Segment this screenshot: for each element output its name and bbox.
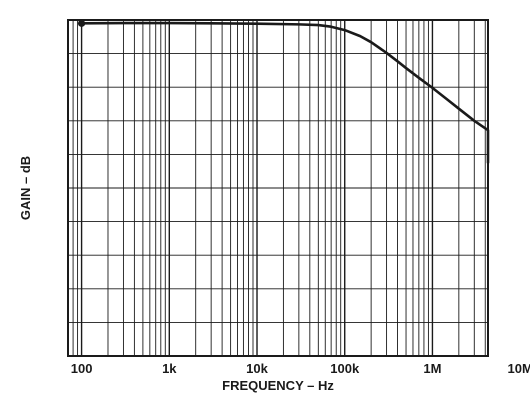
x-tick-label: 1M xyxy=(423,361,441,376)
marker-layer xyxy=(77,19,86,27)
x-tick-label: 100k xyxy=(330,361,360,376)
grid xyxy=(67,20,488,356)
x-tick-label: 10k xyxy=(246,361,268,376)
x-tick-labels: 100 1k 10k 100k 1M 10M xyxy=(71,361,530,376)
plot-frame xyxy=(67,19,489,357)
y-axis-title: GAIN – dB xyxy=(18,156,33,220)
x-tick-label: 100 xyxy=(71,361,93,376)
x-axis-title: FREQUENCY – Hz xyxy=(222,378,334,393)
start-point-marker xyxy=(77,19,86,27)
x-tick-label: 1k xyxy=(162,361,177,376)
x-tick-label: 10M xyxy=(508,361,530,376)
gain-curve xyxy=(80,21,490,164)
